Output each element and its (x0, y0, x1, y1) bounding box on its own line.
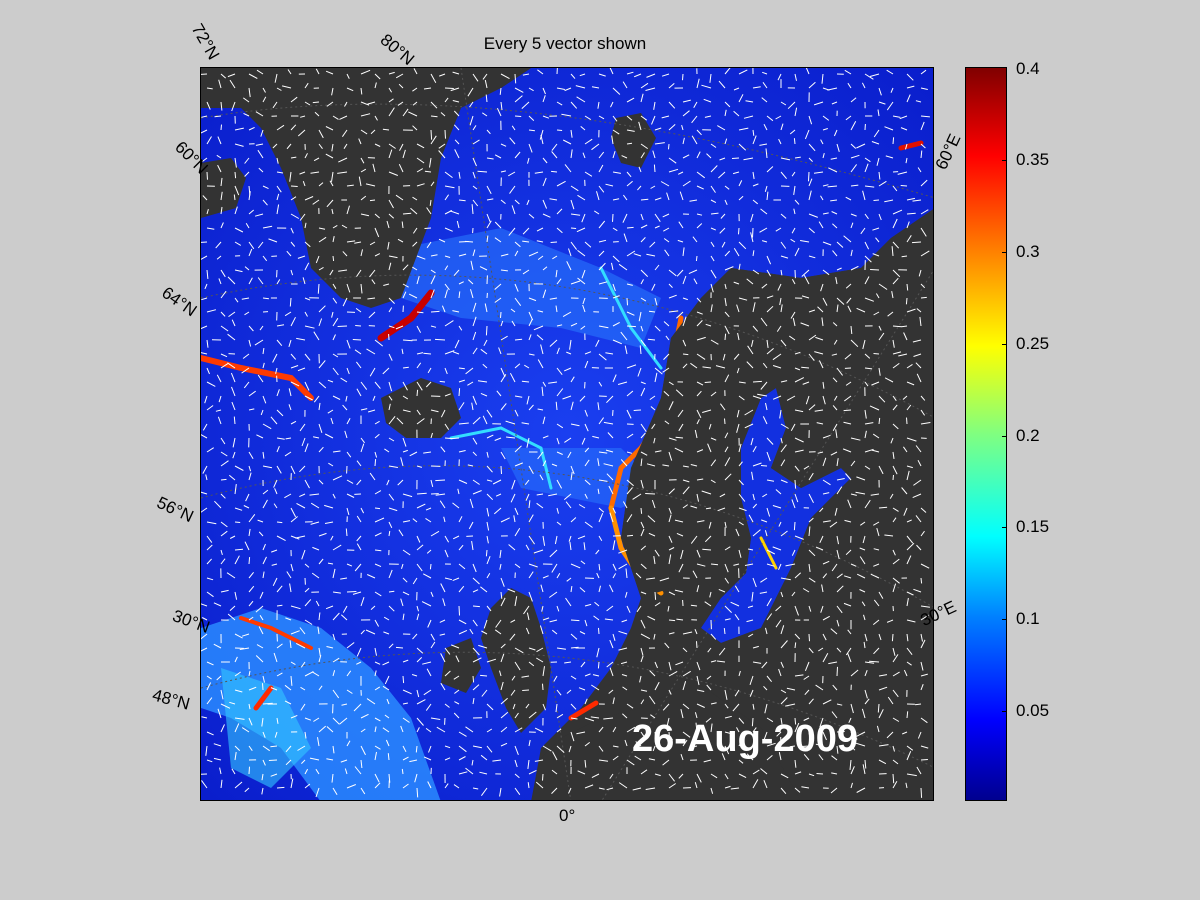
lon-label-60e: 60°E (931, 130, 965, 173)
colorbar-tickmark (1002, 527, 1007, 528)
colorbar-tick-0.2: 0.2 (1016, 426, 1040, 445)
colorbar-tick-0.1: 0.1 (1016, 609, 1040, 628)
velocity-vectors (201, 68, 931, 798)
colorbar-tick-0.15: 0.15 (1016, 517, 1050, 536)
colorbar (965, 67, 1007, 801)
lat-label-64n: 64°N (158, 282, 201, 321)
colorbar-tickmark (1002, 344, 1007, 345)
grid-lines (201, 68, 933, 800)
lon-label-0: 0° (559, 806, 576, 825)
figure-title: Every 5 vector shown (483, 34, 647, 53)
date-stamp: 26-Aug-2009 (632, 718, 858, 760)
colorbar-tick-0.3: 0.3 (1016, 242, 1040, 261)
colorbar-tickmark (1002, 711, 1007, 712)
colorbar-tickmark (1002, 436, 1007, 437)
colorbar-tickmark (1002, 252, 1007, 253)
land-layer (201, 68, 933, 800)
colorbar-tick-0.05: 0.05 (1016, 701, 1050, 720)
colorbar-tickmark (1002, 160, 1007, 161)
current-speed-map (200, 67, 934, 801)
lat-label-48n: 48°N (150, 685, 192, 714)
colorbar-tick-0.4: 0.4 (1016, 59, 1040, 78)
colorbar-tickmark (1002, 619, 1007, 620)
colorbar-tick-0.35: 0.35 (1016, 150, 1050, 169)
lat-label-56n: 56°N (153, 492, 197, 527)
colorbar-tick-0.25: 0.25 (1016, 334, 1050, 353)
